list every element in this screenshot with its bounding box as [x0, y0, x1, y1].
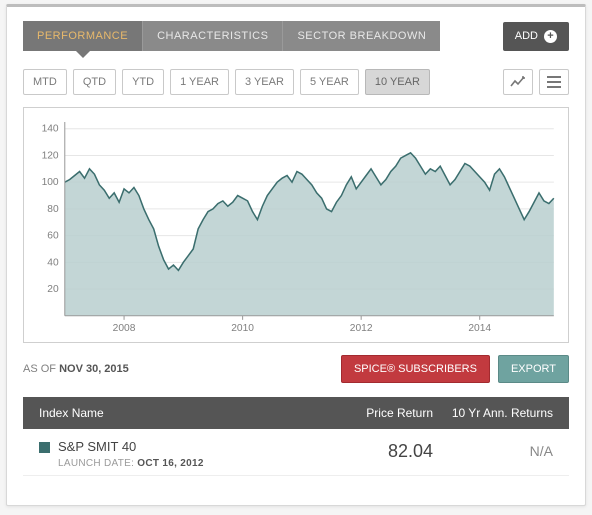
tab-performance[interactable]: PERFORMANCE [23, 21, 143, 51]
svg-text:120: 120 [42, 151, 59, 162]
range-5-year[interactable]: 5 YEAR [300, 69, 359, 95]
svg-text:2008: 2008 [113, 323, 136, 334]
header-price-return: Price Return [313, 406, 433, 420]
performance-panel: PERFORMANCECHARACTERISTICSSECTOR BREAKDO… [6, 4, 586, 506]
add-button[interactable]: ADD + [503, 22, 569, 51]
line-chart-icon [510, 75, 526, 89]
svg-text:100: 100 [42, 177, 59, 188]
range-buttons: MTDQTDYTD1 YEAR3 YEAR5 YEAR10 YEAR [23, 69, 430, 95]
add-label: ADD [515, 30, 538, 42]
range-row: MTDQTDYTD1 YEAR3 YEAR5 YEAR10 YEAR [7, 51, 585, 107]
range-3-year[interactable]: 3 YEAR [235, 69, 294, 95]
tab-sector-breakdown[interactable]: SECTOR BREAKDOWN [283, 21, 440, 51]
header-index-name: Index Name [39, 406, 313, 420]
index-name: S&P SMIT 40 [58, 439, 313, 454]
export-button[interactable]: EXPORT [498, 355, 569, 383]
plus-icon: + [544, 30, 557, 43]
chart-area: 20 40 60 80 100 120 140 2008 2010 2012 2014 [23, 107, 569, 343]
svg-text:140: 140 [42, 124, 59, 135]
area-chart: 20 40 60 80 100 120 140 2008 2010 2012 2014 [30, 116, 562, 338]
tab-bar: PERFORMANCECHARACTERISTICSSECTOR BREAKDO… [23, 21, 440, 51]
range-10-year[interactable]: 10 YEAR [365, 69, 430, 95]
menu-icon [547, 76, 561, 88]
price-return-value: 82.04 [313, 439, 433, 462]
svg-text:2014: 2014 [468, 323, 491, 334]
tabs-row: PERFORMANCECHARACTERISTICSSECTOR BREAKDO… [7, 7, 585, 51]
svg-text:80: 80 [47, 204, 59, 215]
range-qtd[interactable]: QTD [73, 69, 116, 95]
asof-label: AS OF NOV 30, 2015 [23, 363, 129, 375]
range-mtd[interactable]: MTD [23, 69, 67, 95]
range-ytd[interactable]: YTD [122, 69, 164, 95]
header-ann-returns: 10 Yr Ann. Returns [433, 406, 553, 420]
asof-row: AS OF NOV 30, 2015 SPICE® SUBSCRIBERS EX… [7, 343, 585, 393]
table-row[interactable]: S&P SMIT 40 LAUNCH DATE: OCT 16, 2012 82… [23, 429, 569, 476]
chart-type-button[interactable] [503, 69, 533, 95]
name-column: S&P SMIT 40 LAUNCH DATE: OCT 16, 2012 [58, 439, 313, 469]
svg-text:2010: 2010 [231, 323, 254, 334]
svg-text:60: 60 [47, 231, 59, 242]
svg-text:2012: 2012 [350, 323, 373, 334]
list-view-button[interactable] [539, 69, 569, 95]
range-1-year[interactable]: 1 YEAR [170, 69, 229, 95]
series-swatch [39, 442, 50, 453]
tab-characteristics[interactable]: CHARACTERISTICS [143, 21, 283, 51]
spice-subscribers-button[interactable]: SPICE® SUBSCRIBERS [341, 355, 490, 383]
svg-text:40: 40 [47, 257, 59, 268]
svg-text:20: 20 [47, 284, 59, 295]
launch-date: LAUNCH DATE: OCT 16, 2012 [58, 458, 313, 469]
table-header: Index Name Price Return 10 Yr Ann. Retur… [23, 397, 569, 429]
ann-returns-value: N/A [433, 439, 553, 459]
